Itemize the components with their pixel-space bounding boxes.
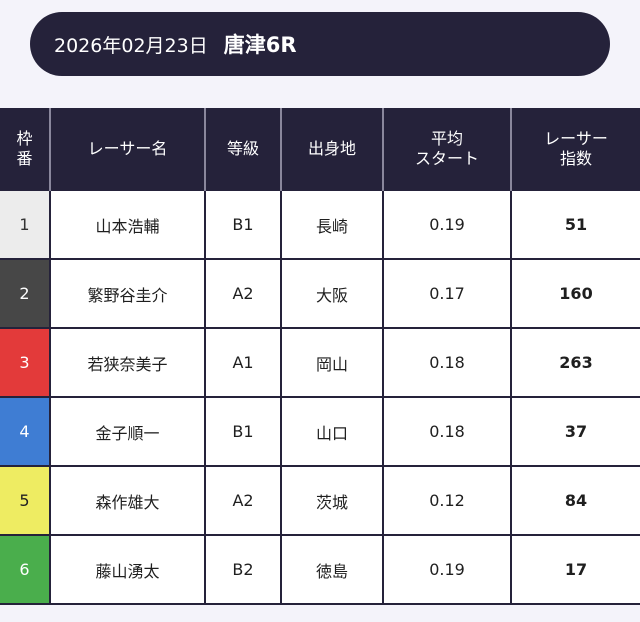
racer-name-cell: 金子順一 bbox=[49, 396, 205, 466]
table-header-row: 枠 番 レーサー名 等級 出身地 平均 スタート レーサー 指数 bbox=[0, 108, 640, 190]
table-row: 5 森作雄大 A2 茨城 0.12 84 bbox=[0, 465, 640, 535]
racer-index-cell: 37 bbox=[510, 396, 640, 466]
header-frame-line2: 番 bbox=[16, 148, 33, 168]
racer-index-cell: 17 bbox=[510, 534, 640, 605]
racer-index-cell: 160 bbox=[510, 258, 640, 328]
hometown-cell: 長崎 bbox=[280, 189, 383, 259]
table-row: 3 若狭奈美子 A1 岡山 0.18 263 bbox=[0, 327, 640, 397]
racer-index-cell: 84 bbox=[510, 465, 640, 535]
grade-cell: A2 bbox=[204, 465, 281, 535]
racer-name-cell: 森作雄大 bbox=[49, 465, 205, 535]
table-row: 4 金子順一 B1 山口 0.18 37 bbox=[0, 396, 640, 466]
header-index-line1: レーサー bbox=[544, 128, 608, 148]
racer-index-cell: 263 bbox=[510, 327, 640, 397]
header-index-line2: 指数 bbox=[559, 148, 592, 168]
grade-cell: A2 bbox=[204, 258, 281, 328]
grade-cell: A1 bbox=[204, 327, 281, 397]
hometown-cell: 大阪 bbox=[280, 258, 383, 328]
header-grade: 等級 bbox=[204, 108, 281, 190]
table-row: 1 山本浩輔 B1 長崎 0.19 51 bbox=[0, 189, 640, 259]
header-racer: レーサー名 bbox=[49, 108, 205, 190]
race-name: 唐津6R bbox=[223, 33, 297, 57]
avg-start-cell: 0.19 bbox=[382, 189, 511, 259]
header-frame: 枠 番 bbox=[0, 108, 50, 190]
racer-name-cell: 若狭奈美子 bbox=[49, 327, 205, 397]
racer-name-cell: 山本浩輔 bbox=[49, 189, 205, 259]
hometown-cell: 徳島 bbox=[280, 534, 383, 605]
avg-start-cell: 0.18 bbox=[382, 396, 511, 466]
frame-number-cell: 1 bbox=[0, 189, 50, 259]
frame-number-cell: 4 bbox=[0, 396, 50, 466]
hometown-cell: 岡山 bbox=[280, 327, 383, 397]
avg-start-cell: 0.19 bbox=[382, 534, 511, 605]
header-avg-start-line2: スタート bbox=[414, 148, 479, 168]
hometown-cell: 山口 bbox=[280, 396, 383, 466]
frame-number-cell: 6 bbox=[0, 534, 50, 605]
grade-cell: B1 bbox=[204, 189, 281, 259]
grade-cell: B2 bbox=[204, 534, 281, 605]
racer-table: 枠 番 レーサー名 等級 出身地 平均 スタート レーサー 指数 1 山本浩輔 B1… bbox=[0, 108, 640, 605]
frame-number-cell: 2 bbox=[0, 258, 50, 328]
avg-start-cell: 0.12 bbox=[382, 465, 511, 535]
table-row: 6 藤山湧太 B2 徳島 0.19 17 bbox=[0, 534, 640, 605]
header-hometown: 出身地 bbox=[280, 108, 383, 190]
racer-name-cell: 藤山湧太 bbox=[49, 534, 205, 605]
header-avg-start: 平均 スタート bbox=[382, 108, 511, 190]
racer-index-cell: 51 bbox=[510, 189, 640, 259]
frame-number-cell: 3 bbox=[0, 327, 50, 397]
header-index: レーサー 指数 bbox=[510, 108, 640, 190]
avg-start-cell: 0.18 bbox=[382, 327, 511, 397]
header-avg-start-line1: 平均 bbox=[430, 128, 463, 148]
race-title-bar: 2026年02月23日 唐津6R bbox=[30, 12, 610, 76]
racer-name-cell: 繁野谷圭介 bbox=[49, 258, 205, 328]
grade-cell: B1 bbox=[204, 396, 281, 466]
avg-start-cell: 0.17 bbox=[382, 258, 511, 328]
frame-number-cell: 5 bbox=[0, 465, 50, 535]
hometown-cell: 茨城 bbox=[280, 465, 383, 535]
race-date: 2026年02月23日 bbox=[54, 34, 208, 57]
table-row: 2 繁野谷圭介 A2 大阪 0.17 160 bbox=[0, 258, 640, 328]
header-frame-line1: 枠 bbox=[16, 128, 33, 148]
